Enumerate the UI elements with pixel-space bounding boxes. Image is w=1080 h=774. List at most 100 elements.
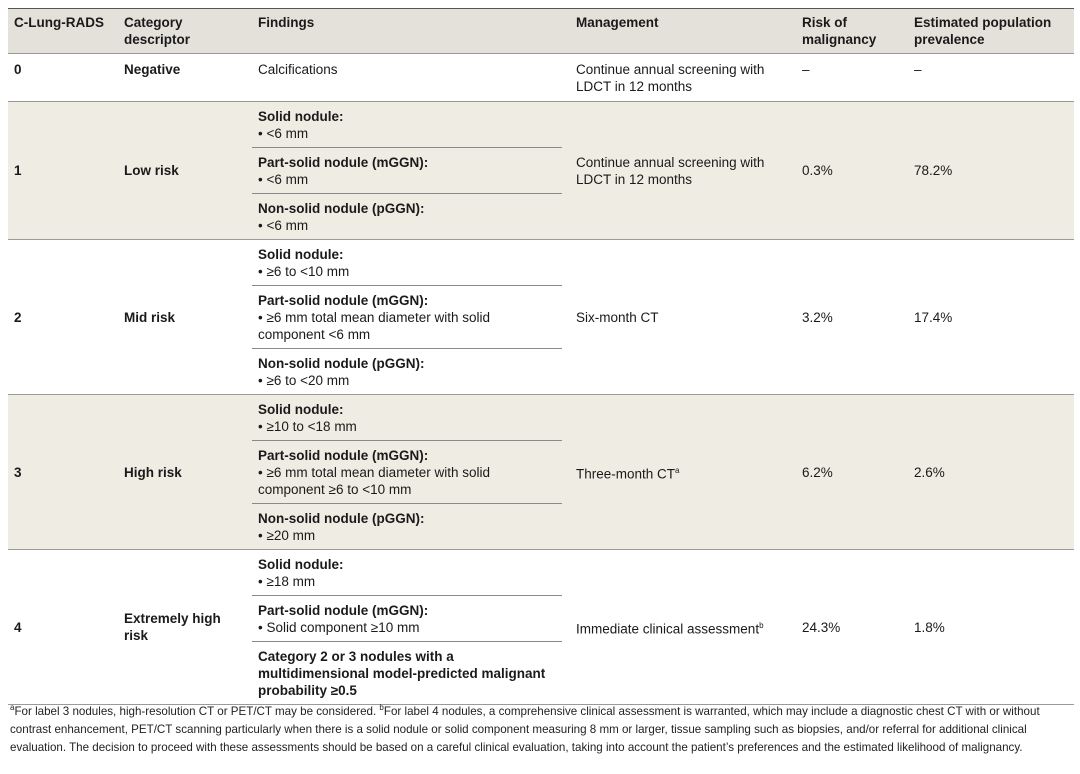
findings-list: Solid nodule: • <6 mm Part-solid nodule (m… bbox=[252, 102, 570, 239]
finding: Non-solid nodule (pGGN): • ≥20 mm bbox=[252, 504, 562, 549]
header-cell: Category descriptor bbox=[124, 15, 191, 47]
findings-list: Solid nodule: • ≥6 to <10 mm Part-solid no… bbox=[252, 240, 570, 394]
finding-title: Solid nodule: bbox=[258, 556, 344, 572]
finding-title: Part-solid nodule (mGGN): bbox=[258, 602, 429, 618]
findings-cell: Calcifications bbox=[252, 54, 570, 101]
level-cell: 3 bbox=[14, 464, 22, 480]
finding-title: Solid nodule: bbox=[258, 401, 344, 417]
management-cell: Six-month CT bbox=[570, 240, 796, 394]
table: C-Lung-RADS Category descriptor Findings Ma… bbox=[8, 8, 1074, 705]
descriptor-cell: Low risk bbox=[124, 163, 179, 178]
finding-item: • ≥20 mm bbox=[258, 527, 316, 543]
prevalence-cell: 2.6% bbox=[914, 464, 945, 480]
finding-item: • <6 mm bbox=[258, 125, 309, 141]
management-text: Six-month CT bbox=[576, 309, 659, 325]
findings-cell: Solid nodule: • <6 mm Part-solid nodule (m… bbox=[252, 102, 570, 239]
note-mark: b bbox=[759, 620, 764, 630]
finding: Solid nodule: • ≥10 to <18 mm bbox=[252, 395, 562, 441]
finding: Category 2 or 3 nodules with a multidime… bbox=[252, 642, 562, 704]
findings-list: Calcifications bbox=[252, 61, 570, 78]
findings-list: Solid nodule: • ≥18 mm Part-solid nodule (… bbox=[252, 550, 570, 704]
descriptor-cell: Extremely high risk bbox=[124, 611, 221, 643]
level-cell: 1 bbox=[14, 163, 22, 178]
header-cell: Findings bbox=[258, 15, 315, 30]
findings-list: Solid nodule: • ≥10 to <18 mm Part-solid n… bbox=[252, 395, 570, 549]
descriptor-cell: Mid risk bbox=[124, 309, 176, 325]
finding-title: Non-solid nodule (pGGN): bbox=[258, 200, 425, 216]
management-cell: Continue annual screening with LDCT in 1… bbox=[570, 102, 796, 239]
risk-cell: 0.3% bbox=[802, 163, 833, 178]
findings-cell: Solid nodule: • ≥18 mm Part-solid nodule (… bbox=[252, 550, 570, 704]
finding: Non-solid nodule (pGGN): • ≥6 to <20 mm bbox=[252, 349, 562, 394]
table-row: 3 High risk Solid nodule: • ≥10 to <18 mm Pa… bbox=[8, 395, 1074, 550]
finding-title: Part-solid nodule (mGGN): bbox=[258, 292, 429, 308]
finding-title: Solid nodule: bbox=[258, 108, 344, 124]
footnote-mark: a bbox=[10, 703, 15, 712]
prevalence-cell: – bbox=[914, 62, 922, 77]
management-cell: Continue annual screening with LDCT in 1… bbox=[570, 54, 796, 101]
table-row: 0 Negative Calcifications Continue annual s… bbox=[8, 54, 1074, 102]
management-text: Continue annual screening with LDCT in 1… bbox=[576, 154, 765, 187]
management-cell: Immediate clinical assessmentb bbox=[570, 550, 796, 704]
table-row: 1 Low risk Solid nodule: • <6 mm Part-solid … bbox=[8, 102, 1074, 240]
management-wrap: Six-month CT bbox=[576, 309, 659, 326]
management-text: Three-month CT bbox=[576, 466, 676, 482]
risk-cell: – bbox=[802, 62, 810, 77]
prevalence-cell: 17.4% bbox=[914, 309, 953, 325]
risk-cell: 24.3% bbox=[802, 619, 841, 635]
level-cell: 2 bbox=[14, 309, 22, 325]
risk-cell: 3.2% bbox=[802, 309, 833, 325]
header-row: C-Lung-RADS Category descriptor Findings Ma… bbox=[8, 9, 1074, 54]
management-cell: Three-month CTa bbox=[570, 395, 796, 549]
finding-item: • ≥6 to <20 mm bbox=[258, 372, 350, 388]
finding-item: • ≥10 to <18 mm bbox=[258, 418, 357, 434]
prevalence-cell: 78.2% bbox=[914, 163, 953, 178]
findings-cell: Solid nodule: • ≥6 to <10 mm Part-solid no… bbox=[252, 240, 570, 394]
note-mark: a bbox=[675, 465, 680, 475]
finding: Solid nodule: • ≥6 to <10 mm bbox=[252, 240, 562, 286]
finding: Solid nodule: • ≥18 mm bbox=[252, 550, 562, 596]
descriptor-cell: High risk bbox=[124, 464, 182, 480]
finding: Solid nodule: • <6 mm bbox=[252, 102, 562, 148]
footnote-text: For label 3 nodules, high-resolution CT … bbox=[14, 704, 380, 718]
finding: Non-solid nodule (pGGN): • <6 mm bbox=[252, 194, 562, 239]
finding-item: • Solid component ≥10 mm bbox=[258, 619, 420, 635]
header-cell: Management bbox=[576, 15, 659, 30]
finding-item: • ≥18 mm bbox=[258, 573, 316, 589]
header-cell: C-Lung-RADS bbox=[14, 15, 104, 30]
finding: Part-solid nodule (mGGN): • <6 mm bbox=[252, 148, 562, 194]
finding-item: • <6 mm bbox=[258, 217, 309, 233]
header-cell: Risk of malignancy bbox=[802, 15, 877, 47]
findings-cell: Solid nodule: • ≥10 to <18 mm Part-solid n… bbox=[252, 395, 570, 549]
management-wrap: Continue annual screening with LDCT in 1… bbox=[576, 61, 790, 95]
finding-title: Category 2 or 3 nodules with a multidime… bbox=[258, 648, 546, 698]
prevalence-cell: 1.8% bbox=[914, 619, 945, 635]
finding-item: • <6 mm bbox=[258, 171, 309, 187]
finding: Part-solid nodule (mGGN): • ≥6 mm total m… bbox=[252, 286, 562, 349]
finding: Part-solid nodule (mGGN): • ≥6 mm total m… bbox=[252, 441, 562, 504]
header-cell: Estimated population prevalence bbox=[914, 15, 1052, 47]
finding-item: • ≥6 mm total mean diameter with solid c… bbox=[258, 309, 490, 342]
footnotes: aFor label 3 nodules, high-resolution CT… bbox=[10, 699, 1072, 757]
finding-title: Non-solid nodule (pGGN): bbox=[258, 510, 425, 526]
level-cell: 0 bbox=[14, 62, 22, 77]
management-wrap: Immediate clinical assessmentb bbox=[576, 617, 764, 638]
management-wrap: Three-month CTa bbox=[576, 462, 679, 483]
finding: Part-solid nodule (mGGN): • Solid compone… bbox=[252, 596, 562, 642]
finding: Calcifications bbox=[252, 61, 562, 78]
finding-item: Calcifications bbox=[258, 62, 338, 77]
level-cell: 4 bbox=[14, 619, 22, 635]
finding-title: Part-solid nodule (mGGN): bbox=[258, 447, 429, 463]
table-row: 4 Extremely high risk Solid nodule: • ≥18 m… bbox=[8, 550, 1074, 705]
footnote-mark: b bbox=[379, 703, 384, 712]
management-text: Immediate clinical assessment bbox=[576, 621, 760, 637]
finding-item: • ≥6 to <10 mm bbox=[258, 263, 350, 279]
finding-title: Part-solid nodule (mGGN): bbox=[258, 154, 429, 170]
management-wrap: Continue annual screening with LDCT in 1… bbox=[576, 154, 790, 188]
risk-cell: 6.2% bbox=[802, 464, 833, 480]
table-row: 2 Mid risk Solid nodule: • ≥6 to <10 mm Part… bbox=[8, 240, 1074, 395]
descriptor-cell: Negative bbox=[124, 62, 181, 77]
finding-title: Non-solid nodule (pGGN): bbox=[258, 355, 425, 371]
finding-item: • ≥6 mm total mean diameter with solid c… bbox=[258, 464, 490, 497]
